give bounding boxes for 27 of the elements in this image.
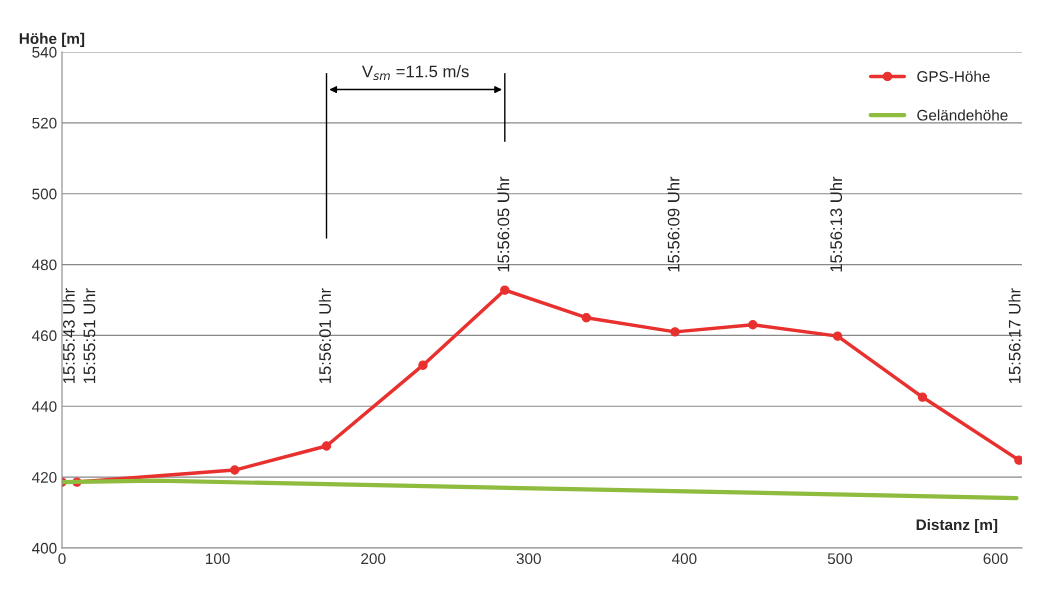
annotation: 15:56:09 Uhr — [667, 176, 680, 272]
y-tick-label: 540 — [32, 46, 57, 58]
annotation: 15:55:43 Uhr — [62, 288, 75, 384]
y-tick-label: 480 — [32, 259, 57, 271]
x-tick-label: 0 — [58, 553, 66, 565]
x-tick-label: 300 — [516, 553, 541, 565]
y-axis-title: Höhe [m] — [19, 32, 85, 48]
x-axis-title: Distanz [m] — [916, 518, 998, 534]
legend-label: Geländehöhe — [917, 109, 1008, 121]
x-tick-label: 400 — [671, 553, 697, 565]
legend-label: GPS-Höhe — [917, 70, 990, 82]
y-tick-label: 440 — [32, 401, 57, 412]
x-tick-label: 500 — [827, 553, 853, 565]
y-tick-label: 520 — [32, 117, 57, 129]
y-tick-label: 420 — [32, 472, 57, 483]
x-tick-label: 200 — [361, 553, 386, 565]
annotation: 15:56:13 Uhr — [829, 176, 843, 272]
y-tick-label: 500 — [32, 188, 57, 200]
y-tick-label: 400 — [32, 542, 57, 554]
annotation: 15:55:51 Uhr — [83, 288, 96, 384]
annotation: V$_{sm}$ =11.5 m/s — [361, 65, 469, 81]
x-tick-label: 100 — [206, 553, 230, 565]
x-tick-label: 600 — [983, 553, 1008, 565]
annotation: 15:56:01 Uhr — [318, 288, 331, 384]
annotation: 15:56:05 Uhr — [497, 176, 510, 272]
y-tick-label: 460 — [32, 330, 57, 342]
annotation: 15:56:17 Uhr — [1008, 288, 1021, 384]
